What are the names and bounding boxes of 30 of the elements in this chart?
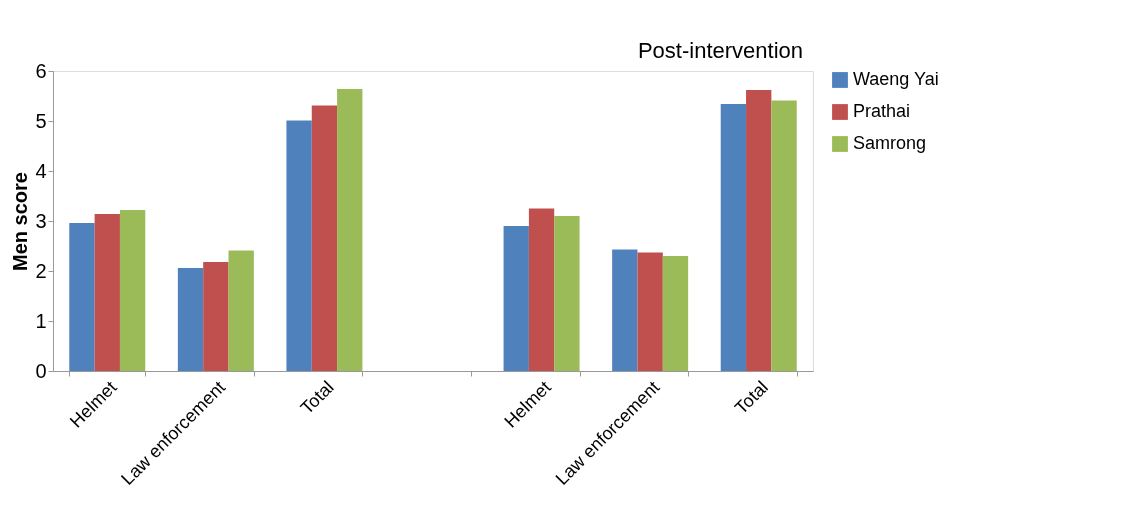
- bar: [119, 210, 146, 371]
- y-tick-label: 6: [35, 59, 47, 82]
- bar: [554, 216, 580, 371]
- bar: [228, 250, 254, 371]
- bar: [612, 249, 638, 371]
- text: Post-intervention: [637, 38, 803, 63]
- bar: [177, 268, 204, 371]
- bar: [503, 226, 529, 371]
- bar: [337, 89, 363, 371]
- y-tick-label: 5: [35, 109, 47, 132]
- y-tick-label: 1: [35, 309, 47, 332]
- bar: [662, 256, 689, 371]
- bar: [94, 214, 120, 371]
- y-tick-label: 2: [35, 259, 47, 282]
- bar: [637, 252, 663, 371]
- bar: [528, 208, 555, 371]
- y-tick-label: 4: [35, 159, 47, 182]
- legend-label: Prathai: [853, 101, 911, 121]
- bar: [286, 120, 312, 371]
- bar: [720, 104, 747, 371]
- bar: [746, 90, 772, 371]
- bar: [69, 223, 95, 371]
- bar: [311, 105, 338, 371]
- bar: [203, 262, 229, 371]
- y-axis-title: Men score: [9, 172, 32, 271]
- bar: [771, 100, 797, 371]
- legend-label: Waeng Yai: [853, 69, 939, 89]
- legend-label: Samrong: [853, 133, 927, 153]
- y-tick-label: 3: [35, 209, 47, 232]
- y-tick-label: 0: [35, 359, 47, 382]
